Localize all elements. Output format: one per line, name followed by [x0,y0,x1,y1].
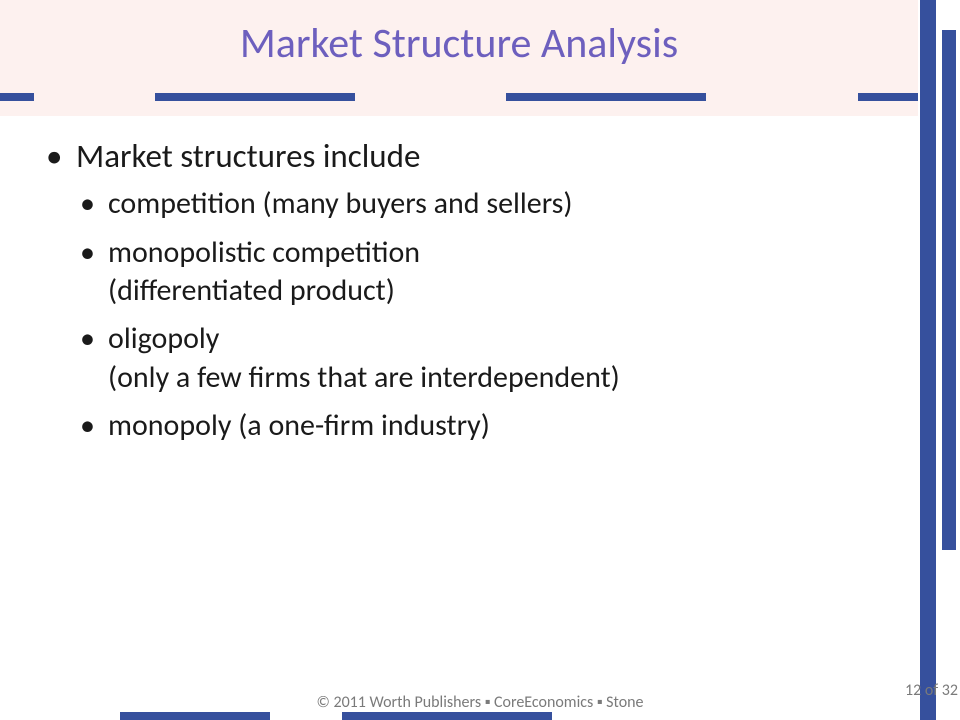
slide-footer: © 2011 Worth Publishers ▪ CoreEconomics … [0,664,960,720]
slide: Market Structure Analysis Market structu… [0,0,960,720]
accent-bar [342,712,552,720]
bullet-text: competition (many buyers and sellers) [108,185,572,222]
bullet-text: monopolistic competition(differentiated … [108,234,420,309]
accent-bar [120,712,270,720]
bullet-text: Market structures include [76,136,420,176]
page-number: 12 of 32 [905,681,958,700]
bullet-level2: competition (many buyers and sellers) [76,185,864,223]
bullet-level1: Market structures include competition (m… [44,136,864,446]
accent-bar [155,93,355,101]
side-bar [942,30,956,550]
bullet-level2: oligopoly(only a few firms that are inte… [76,320,864,397]
bullet-text: monopoly (a one-firm industry) [108,407,490,444]
accent-bar [858,93,918,101]
bullet-level2: monopolistic competition(differentiated … [76,234,864,311]
copyright-text: © 2011 Worth Publishers ▪ CoreEconomics … [300,693,660,712]
bullet-text: oligopoly(only a few firms that are inte… [108,320,620,395]
slide-body: Market structures include competition (m… [44,136,864,456]
side-bar [920,0,936,720]
accent-bar [506,93,706,101]
slide-title: Market Structure Analysis [0,18,918,69]
accent-bar [0,93,34,101]
bullet-level2: monopoly (a one-firm industry) [76,407,864,445]
